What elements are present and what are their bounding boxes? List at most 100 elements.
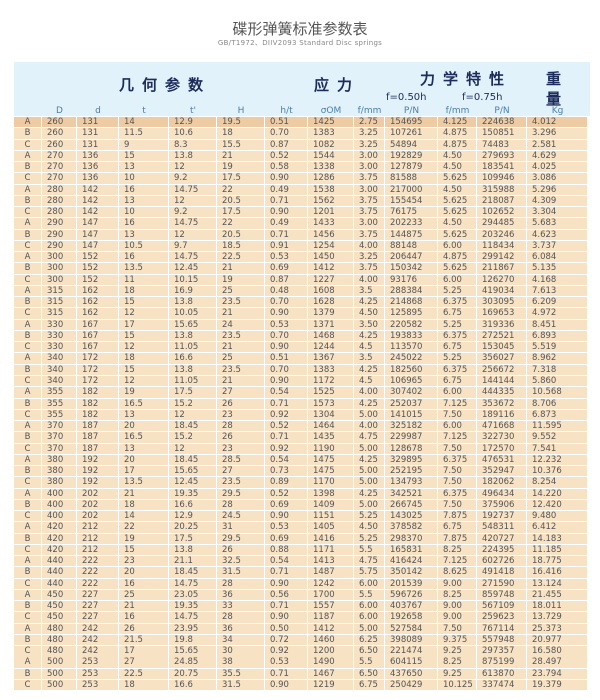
table-cell: 0.90	[265, 342, 308, 353]
table-cell: 6.75	[438, 522, 477, 533]
table-cell: 23.5	[217, 330, 265, 342]
table-cell: 6.00	[438, 421, 477, 432]
label-f050: f=0.50h	[386, 92, 427, 103]
table-cell: 4.50	[438, 150, 477, 162]
table-cell: 16.6	[169, 499, 217, 511]
table-cell: 9.00	[438, 612, 477, 623]
table-cell: 0.90	[265, 578, 308, 589]
table-cell: 440	[42, 578, 77, 589]
table-cell: 150342	[385, 263, 438, 274]
table-cell: 476531	[477, 454, 527, 466]
row-type: B	[14, 162, 42, 173]
table-cell: 10.125	[438, 680, 477, 691]
table-cell: 13.8	[169, 150, 217, 162]
table-cell: 613870	[477, 668, 527, 680]
table-cell: 767114	[477, 623, 527, 634]
table-cell: 242	[77, 634, 119, 646]
table-cell: 297357	[477, 646, 527, 657]
table-cell: 3.25	[354, 252, 385, 263]
table-group-header: 几何参数 应力 力学特性 重 量 f=0.50h f=0.75h	[14, 62, 590, 116]
table-row: A 450 227 25 23.05 36 0.56 1700 5.5 596726 8.25 859…	[14, 589, 588, 601]
row-type: B	[14, 128, 42, 139]
table-cell: 17	[119, 646, 169, 657]
table-cell: 150851	[477, 128, 527, 139]
table-cell: 10	[119, 173, 169, 184]
table-row: B 315 162 15 13.8 23.5 0.70 1628 4.25 214868 6.375…	[14, 297, 588, 308]
table-cell: 480	[42, 646, 77, 657]
table-cell: 102652	[477, 207, 527, 218]
table-cell: 5.296	[527, 184, 588, 195]
table-cell: 9.480	[527, 511, 588, 522]
table-cell: 131	[77, 139, 119, 150]
table-row: B 450 227 21 19.35 33 0.71 1557 6.00 403767 9.00 56…	[14, 601, 588, 612]
table-cell: 33	[217, 601, 265, 612]
table-cell: 162	[77, 297, 119, 308]
table-cell: 0.92	[265, 443, 308, 454]
row-type: A	[14, 353, 42, 364]
table-cell: 527584	[385, 623, 438, 634]
table-cell: 260	[42, 128, 77, 139]
table-cell: 340	[42, 364, 77, 376]
table-cell: 220582	[385, 319, 438, 330]
table-cell: 0.70	[265, 297, 308, 308]
table-cell: 8.25	[438, 589, 477, 601]
table-cell: 1379	[308, 308, 354, 319]
table-cell: 155454	[385, 195, 438, 207]
table-cell: 19.5	[217, 117, 265, 128]
table-cell: 11.185	[527, 544, 588, 556]
table-cell: 8.25	[438, 544, 477, 556]
table-cell: 0.53	[265, 319, 308, 330]
table-cell: 15.65	[169, 646, 217, 657]
table-cell: 5.860	[527, 375, 588, 387]
table-cell: 15	[119, 150, 169, 162]
table-cell: 13.8	[169, 364, 217, 376]
table-cell: 17.5	[169, 533, 217, 544]
table-cell: 250429	[385, 680, 438, 691]
table-cell: 567109	[477, 601, 527, 612]
table-cell: 5.135	[527, 263, 588, 274]
table-cell: 26	[217, 398, 265, 409]
row-type: B	[14, 432, 42, 443]
table-cell: 491418	[477, 567, 527, 578]
table-cell: 13.5	[119, 263, 169, 274]
table-cell: 183541	[477, 162, 527, 173]
row-type: A	[14, 319, 42, 330]
table-cell: 0.58	[265, 162, 308, 173]
table-cell: 9.00	[438, 601, 477, 612]
table-cell: 256672	[477, 364, 527, 376]
table-cell: 3.00	[354, 150, 385, 162]
table-cell: 0.53	[265, 522, 308, 533]
table-cell: 4.5	[354, 375, 385, 387]
table-cell: 153045	[477, 342, 527, 353]
table-cell: 11.05	[169, 375, 217, 387]
table-cell: 0.52	[265, 421, 308, 432]
table-cell: 2.75	[354, 117, 385, 128]
table-cell: 31.5	[217, 680, 265, 691]
table-cell: 7.318	[527, 364, 588, 376]
table-cell: 370	[42, 421, 77, 432]
table-cell: 280	[42, 195, 77, 207]
table-cell: 4.00	[354, 421, 385, 432]
table-cell: 5.625	[438, 263, 477, 274]
table-cell: 400	[42, 511, 77, 522]
column-header: H	[237, 106, 245, 116]
table-cell: 25.373	[527, 623, 588, 634]
table-row: B 440 222 20 18.45 31.5 0.71 1487 5.75 350142 8.62…	[14, 567, 588, 578]
table-cell: 3.50	[354, 319, 385, 330]
table-cell: 10.376	[527, 466, 588, 477]
table-cell: 0.73	[265, 466, 308, 477]
group-mechanics: 力学特性	[420, 70, 513, 88]
table-cell: 14	[119, 511, 169, 522]
table-cell: 0.49	[265, 184, 308, 195]
table-cell: 23.794	[527, 668, 588, 680]
table-cell: 13	[119, 195, 169, 207]
table-cell: 6.00	[438, 274, 477, 285]
table-cell: 8.706	[527, 398, 588, 409]
table-cell: 0.87	[265, 274, 308, 285]
table-cell: 0.54	[265, 454, 308, 466]
table-cell: 3.25	[354, 139, 385, 150]
table-cell: 440	[42, 567, 77, 578]
table-cell: 260	[42, 117, 77, 128]
table-cell: 14.75	[169, 252, 217, 263]
table-cell: 253	[77, 657, 119, 668]
